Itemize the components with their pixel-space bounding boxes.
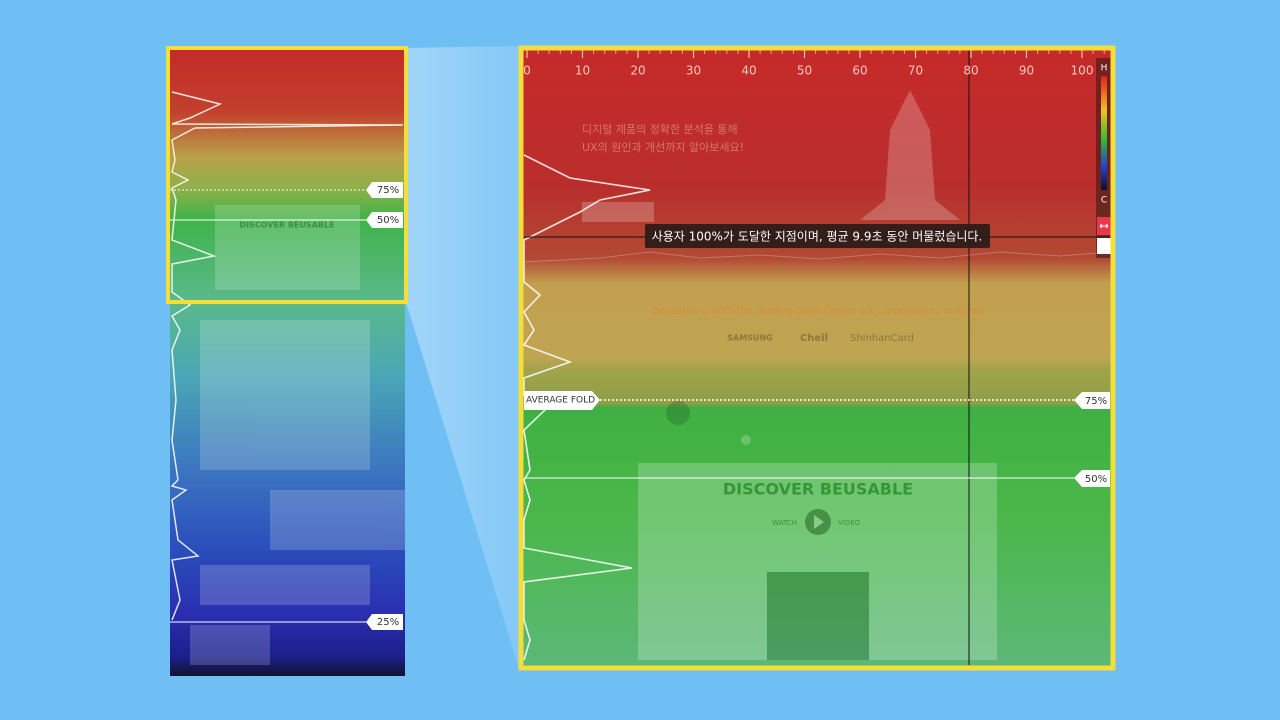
marker-pill	[366, 212, 403, 228]
marker-pill	[366, 182, 403, 198]
heatmap-gradient	[170, 50, 405, 676]
option-button[interactable]	[1097, 238, 1111, 254]
legend-bar	[1101, 76, 1107, 190]
marker-label: 50%	[1085, 474, 1107, 485]
ruler-tick-label: 60	[852, 64, 867, 78]
ghost-logo: ShinhanCard	[850, 333, 914, 344]
attention-wave	[523, 251, 1111, 263]
ruler-tick-label: 30	[686, 64, 701, 78]
ruler-tick-label: 80	[963, 64, 978, 78]
tooltip-box	[645, 224, 990, 248]
tooltip-text: 사용자 100%가 도달한 지점이며, 평균 9.9초 동안 머물렀습니다.	[652, 230, 983, 244]
zoom-connector	[406, 46, 519, 668]
marker-label: 25%	[377, 617, 399, 628]
scroll-curve	[170, 91, 404, 621]
page-ghost	[582, 90, 997, 660]
ghost-heading: Beusable is with the leading Data-Driven…	[652, 306, 984, 317]
ruler-tick-label: 90	[1019, 64, 1034, 78]
ruler-tick-label: 100	[1071, 64, 1094, 78]
average-fold-pill	[524, 391, 600, 410]
marker-label: 75%	[1085, 396, 1107, 407]
scroll-curve	[522, 154, 651, 661]
marker-label: 75%	[377, 185, 399, 196]
ghost-video: VIDEO	[838, 519, 861, 527]
ruler-tick-label: 0	[523, 64, 531, 78]
page-ghost	[190, 205, 405, 665]
ghost-watch: WATCH	[772, 519, 797, 527]
legend-high: H	[1101, 64, 1108, 74]
ruler-tick-label: 40	[741, 64, 756, 78]
ghost-logo: Cheil	[800, 333, 828, 344]
zoom-frame	[166, 46, 408, 304]
marker-label: 50%	[377, 215, 399, 226]
toggle-icon	[1099, 223, 1109, 229]
ruler-tick-label: 50	[797, 64, 812, 78]
ghost-headline: UX의 원인과 개선까지 알아보세요!	[582, 140, 744, 154]
zoom-frame	[518, 45, 1116, 671]
ghost-title: DISCOVER BEUSABLE	[239, 221, 334, 230]
ruler: 0 10 20 30 40 50 60 70 80 90 100	[523, 50, 1105, 78]
marker-pill	[1074, 392, 1110, 409]
heatmap-gradient	[522, 48, 1113, 667]
marker-pill	[366, 614, 403, 630]
right-heatmap: 디지털 제품의 정확한 분석을 통해 UX의 원인과 개선까지 알아보세요! B…	[518, 45, 1116, 671]
average-fold-label: AVERAGE FOLD	[526, 396, 595, 406]
ghost-headline: 디지털 제품의 정확한 분석을 통해	[582, 122, 738, 136]
legend-low: C	[1101, 196, 1107, 206]
ruler-tick-label: 20	[630, 64, 645, 78]
ghost-play-icon	[814, 515, 824, 529]
ghost-logo: SAMSUNG	[727, 334, 772, 343]
ruler-tick-label: 10	[575, 64, 590, 78]
left-heatmap: DISCOVER BEUSABLE 75% 50% 25%	[166, 46, 408, 676]
marker-pill	[1074, 470, 1110, 487]
ruler-tick-label: 70	[908, 64, 923, 78]
ghost-title: DISCOVER BEUSABLE	[723, 480, 913, 499]
